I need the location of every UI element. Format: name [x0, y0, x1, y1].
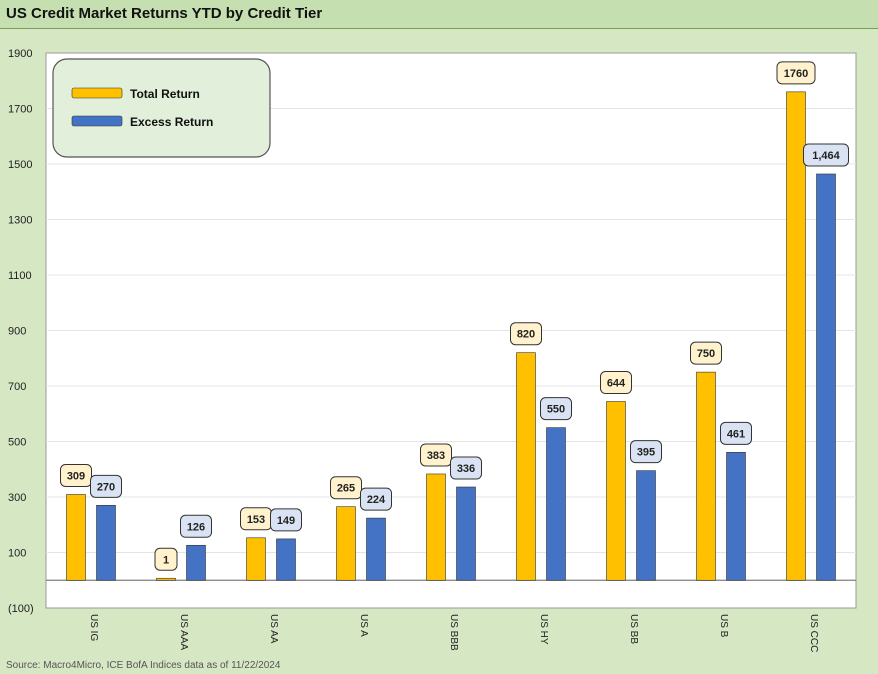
excess-return-bar [96, 505, 116, 581]
total-return-data-label: 383 [427, 450, 445, 462]
excess-return-data-label: 149 [277, 515, 295, 527]
category-label: US BBB [448, 614, 459, 651]
excess-return-bar [456, 486, 476, 581]
excess-return-data-label: 126 [187, 521, 205, 533]
excess-return-data-label: 270 [97, 481, 115, 493]
excess-return-label-box [270, 508, 302, 532]
source-note: Source: Macro4Micro, ICE BofA Indices da… [6, 660, 281, 671]
total-return-data-label: 153 [247, 514, 265, 526]
y-tick-label: 1700 [8, 104, 32, 116]
y-tick-label: 100 [8, 548, 26, 560]
total-return-bar [66, 494, 86, 581]
category-label: US BB [628, 614, 639, 644]
total-return-label-box [600, 371, 632, 395]
y-tick-label: (100) [8, 603, 34, 615]
total-return-bar [156, 577, 176, 581]
y-tick-label: 500 [8, 437, 26, 449]
total-return-bar [426, 473, 446, 581]
excess-return-data-label: 395 [637, 447, 655, 459]
y-tick-label: 300 [8, 492, 26, 504]
category-label: US HY [538, 614, 549, 645]
total-return-data-label: 265 [337, 483, 355, 495]
category-label: US CCC [808, 614, 819, 652]
total-return-bar [786, 91, 806, 581]
category-label: US AAA [178, 614, 189, 650]
total-return-label-box [510, 322, 542, 346]
excess-return-legend-label: Excess Return [130, 115, 213, 129]
excess-return-data-label: 1,464 [812, 150, 840, 162]
y-tick-label: 700 [8, 381, 26, 393]
total-return-label-box [330, 476, 362, 500]
excess-return-bar [816, 173, 836, 581]
category-label: US A [358, 614, 369, 637]
excess-return-label-box [630, 440, 662, 464]
total-return-bar [246, 537, 266, 581]
title-bar: US Credit Market Returns YTD by Credit T… [0, 0, 878, 29]
excess-return-label-box [360, 487, 392, 511]
excess-return-label-box [540, 397, 572, 421]
y-tick-label: 1500 [8, 159, 32, 171]
total-return-legend-label: Total Return [130, 87, 200, 101]
excess-return-bar [276, 538, 296, 581]
y-tick-label: 900 [8, 326, 26, 338]
excess-return-bar [186, 544, 206, 581]
excess-return-label-box [803, 143, 849, 167]
excess-return-data-label: 336 [457, 463, 475, 475]
excess-return-data-label: 224 [367, 494, 386, 506]
total-return-label-box [60, 464, 92, 488]
total-return-label-box [690, 341, 722, 365]
y-tick-label: 1100 [8, 270, 32, 282]
excess-return-label-box [720, 421, 752, 445]
excess-return-label-box [450, 456, 482, 480]
total-return-bar [696, 371, 716, 581]
excess-return-data-label: 550 [547, 404, 565, 416]
category-label: US IG [88, 614, 99, 641]
total-return-label-box [420, 443, 452, 467]
y-tick-label: 1300 [8, 215, 32, 227]
excess-return-bar [636, 470, 656, 581]
total-return-bar [336, 506, 356, 581]
total-return-label-box [776, 61, 816, 85]
total-return-bar [516, 352, 536, 581]
total-return-bar [606, 401, 626, 581]
excess-return-bar [726, 452, 746, 581]
chart-title: US Credit Market Returns YTD by Credit T… [6, 5, 323, 22]
excess-return-bar [366, 517, 386, 581]
excess-return-label-box [90, 474, 122, 498]
excess-return-bar [546, 427, 566, 581]
total-return-data-label: 750 [697, 348, 715, 360]
excess-return-label-box [180, 514, 212, 538]
total-return-data-label: 1 [163, 554, 169, 566]
category-label: US B [718, 614, 729, 638]
total-return-data-label: 309 [67, 471, 85, 483]
total-return-data-label: 644 [607, 378, 626, 390]
total-return-data-label: 1760 [784, 68, 808, 80]
excess-return-data-label: 461 [727, 428, 745, 440]
total-return-label-box [154, 547, 178, 571]
total-return-data-label: 820 [517, 329, 535, 341]
excess-return-legend-swatch [71, 115, 123, 127]
y-tick-label: 1900 [8, 48, 32, 60]
total-return-legend-swatch [71, 87, 123, 99]
legend-box [52, 58, 271, 158]
category-label: US AA [268, 614, 279, 644]
